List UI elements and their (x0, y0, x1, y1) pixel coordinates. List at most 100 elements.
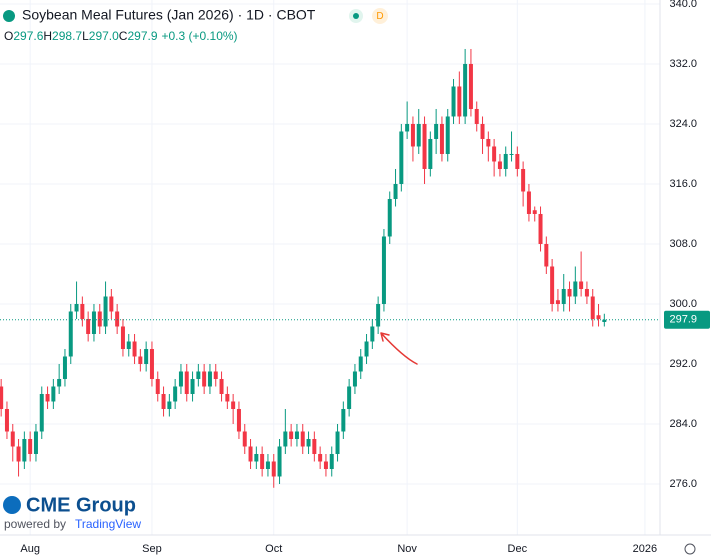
candle-body (260, 453, 265, 469)
candle-body (225, 393, 230, 402)
y-tick-label: 340.0 (669, 0, 697, 10)
candle-body (486, 138, 491, 147)
candle-body (584, 288, 589, 297)
y-tick-label: 316.0 (669, 178, 697, 190)
candle-body (341, 408, 346, 432)
candle-body (509, 153, 514, 155)
candle-body (91, 311, 96, 334)
candle-body (28, 438, 33, 454)
last-price-box (664, 310, 710, 329)
y-tick-label: 276.0 (669, 478, 697, 490)
candle-body (138, 356, 143, 364)
candle-body (370, 326, 375, 342)
candle-body (10, 431, 15, 447)
brand: CME Group (26, 494, 136, 516)
candle-body (248, 446, 253, 462)
y-tick-label: 300.0 (669, 298, 697, 310)
candle-body (265, 461, 270, 469)
ohlc-legend: O297.6H298.7L297.0C297.9 +0.3 (+0.10%) (4, 29, 238, 43)
legend-key: H (43, 29, 52, 43)
candle-body (213, 371, 218, 379)
candle-body (57, 378, 62, 387)
candle-body (236, 408, 241, 432)
legend-value: 297.9 (127, 29, 157, 43)
legend-value: 298.7 (52, 29, 82, 43)
candle-body (289, 431, 294, 439)
candle-body (318, 453, 323, 462)
candle-body (526, 191, 531, 214)
candle-body (439, 123, 444, 154)
brand-logo (3, 496, 21, 514)
y-tick-label: 284.0 (669, 418, 697, 430)
candle-body (161, 393, 166, 409)
candle-body (39, 393, 44, 432)
y-tick-label: 324.0 (669, 118, 697, 130)
candle-body (132, 341, 137, 357)
candle-body (68, 311, 73, 357)
candles (0, 48, 607, 488)
settings-icon[interactable] (684, 543, 696, 555)
candle-body (445, 116, 450, 154)
candle-body (329, 453, 334, 469)
candle-body (4, 408, 9, 432)
status-dot (353, 13, 359, 19)
candle-body (33, 431, 38, 454)
candle-body (306, 438, 311, 447)
candle-body (358, 356, 363, 372)
candle-body (271, 461, 276, 477)
candle-body (80, 303, 85, 319)
candle-body (387, 198, 392, 237)
candle-body (428, 138, 433, 169)
candle-body (74, 303, 79, 312)
candle-body (120, 326, 125, 349)
interval-badge: D (376, 11, 383, 22)
legend-key: L (82, 29, 89, 43)
candle-body (155, 378, 160, 394)
candle-body (300, 431, 305, 447)
candle-body (521, 168, 526, 192)
chart-title: Soybean Meal Futures (Jan 2026) · 1D · C… (22, 7, 316, 23)
candle-body (480, 123, 485, 139)
candle-body (492, 146, 497, 162)
candle-body (0, 386, 4, 409)
candle-body (173, 386, 178, 402)
candle-body (335, 431, 340, 454)
candle-body (538, 213, 543, 244)
candle-body (109, 296, 114, 312)
candle-body (451, 86, 456, 117)
candle-body (555, 300, 560, 304)
candle-body (381, 236, 386, 304)
legend-value: 297.0 (89, 29, 119, 43)
candle-body (422, 123, 427, 169)
candle-body (463, 63, 468, 117)
candle-body (22, 438, 27, 462)
candle-body (16, 446, 21, 462)
candle-body (364, 341, 369, 357)
candle-body (602, 319, 607, 322)
legend-value: 297.6 (13, 29, 43, 43)
y-tick-label: 292.0 (669, 358, 697, 370)
candle-body (399, 131, 404, 184)
candle-body (294, 431, 299, 439)
candle-body (323, 461, 328, 469)
candle-body (434, 123, 439, 139)
candle-body (503, 153, 508, 169)
annotation-arrow (380, 332, 418, 365)
candle-body (544, 243, 549, 267)
candle-body (532, 210, 537, 214)
candle-body (144, 348, 149, 364)
candle-body (202, 371, 207, 387)
candle-body (219, 378, 224, 394)
candle-body (561, 288, 566, 304)
candle-body (474, 108, 479, 124)
x-tick-label: Aug (20, 543, 40, 555)
candle-body (115, 311, 120, 327)
candle-body (149, 348, 154, 379)
candle-body (515, 153, 520, 169)
candle-body (590, 296, 595, 319)
candle-body (457, 86, 462, 117)
candle-body (352, 371, 357, 387)
candle-body (410, 123, 415, 147)
legend-change: +0.3 (+0.10%) (162, 29, 238, 43)
